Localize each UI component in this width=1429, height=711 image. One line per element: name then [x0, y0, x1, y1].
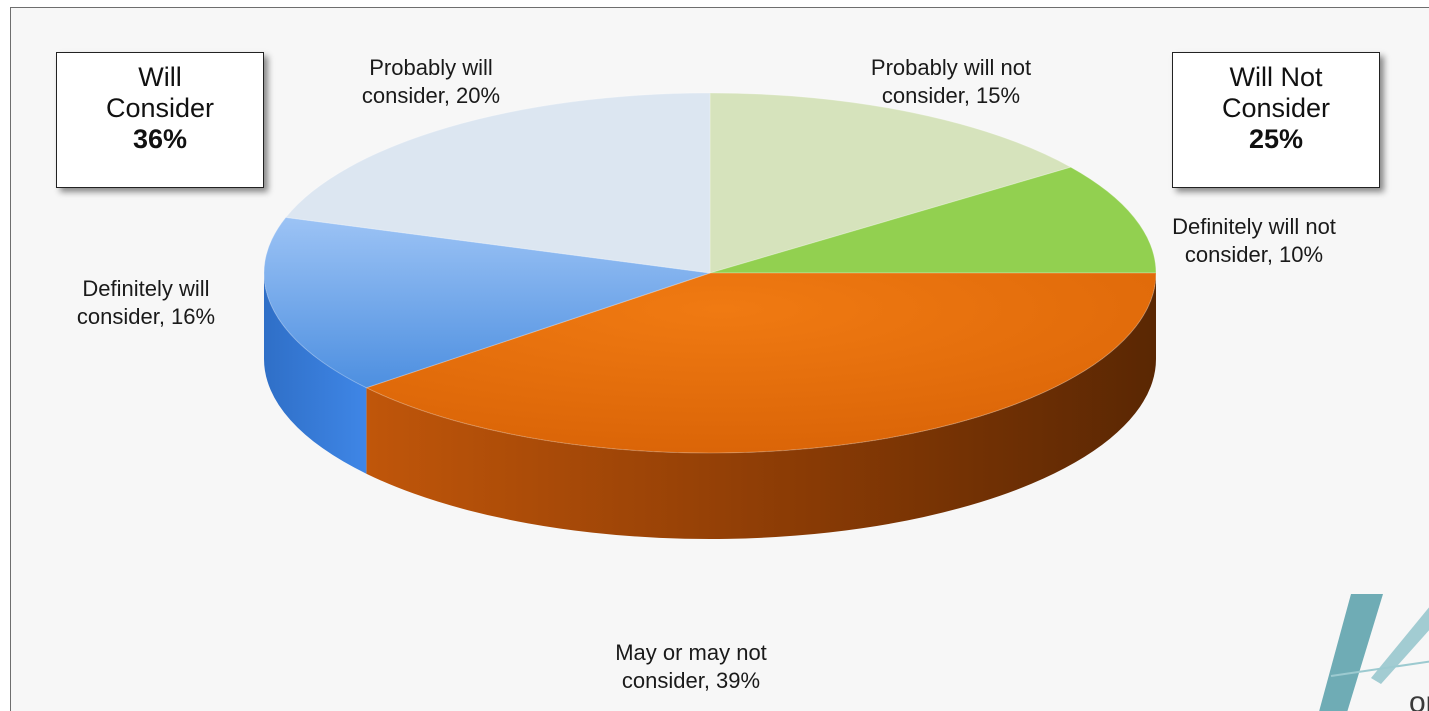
- pie-slice-definitely-will: [263, 216, 711, 389]
- label-line: Definitely will not: [1172, 214, 1336, 239]
- pie-chart: [263, 92, 1157, 540]
- chart-frame: Will Consider 36% Will Not Consider 25% …: [10, 7, 1429, 711]
- data-label-definitely-will-not: Definitely will not consider, 10%: [1134, 213, 1374, 269]
- callout-will-pct: 36%: [132, 124, 188, 154]
- pie-slice-probably-will-not: [709, 92, 1073, 274]
- pie-slice-may-or-may-not: [365, 272, 1157, 454]
- callout-willnot-pct: 25%: [1248, 124, 1304, 154]
- will-consider-callout: Will Consider 36%: [56, 52, 264, 188]
- pie-slice-probably-will: [284, 92, 711, 274]
- pie-slice-definitely-will-not: [709, 166, 1157, 274]
- label-line: consider, 39%: [621, 668, 761, 693]
- logo-text: or: [1409, 686, 1429, 711]
- data-label-probably-will-not: Probably will not consider, 15%: [826, 54, 1076, 110]
- data-label-definitely-will: Definitely will consider, 16%: [51, 275, 241, 331]
- data-label-probably-will: Probably will consider, 20%: [331, 54, 531, 110]
- label-line: consider, 10%: [1184, 242, 1324, 267]
- callout-will-line2: Consider: [105, 93, 215, 123]
- label-line: Probably will not: [870, 55, 1032, 80]
- label-line: Definitely will: [82, 276, 210, 301]
- label-line: consider, 20%: [361, 83, 501, 108]
- label-line: consider, 16%: [76, 304, 216, 329]
- callout-willnot-line1: Will Not: [1229, 62, 1323, 92]
- pie-slice-may-or-may-not-side: [366, 273, 1157, 540]
- label-line: May or may not: [615, 640, 767, 665]
- data-label-may-or-may-not: May or may not consider, 39%: [581, 639, 801, 695]
- will-not-consider-callout: Will Not Consider 25%: [1172, 52, 1380, 188]
- label-line: Probably will: [369, 55, 493, 80]
- pie-slice-definitely-will-side: [264, 273, 367, 474]
- callout-willnot-line2: Consider: [1221, 93, 1331, 123]
- company-logo: or: [1319, 594, 1429, 711]
- callout-will-line1: Will: [138, 62, 182, 92]
- label-line: consider, 15%: [881, 83, 1021, 108]
